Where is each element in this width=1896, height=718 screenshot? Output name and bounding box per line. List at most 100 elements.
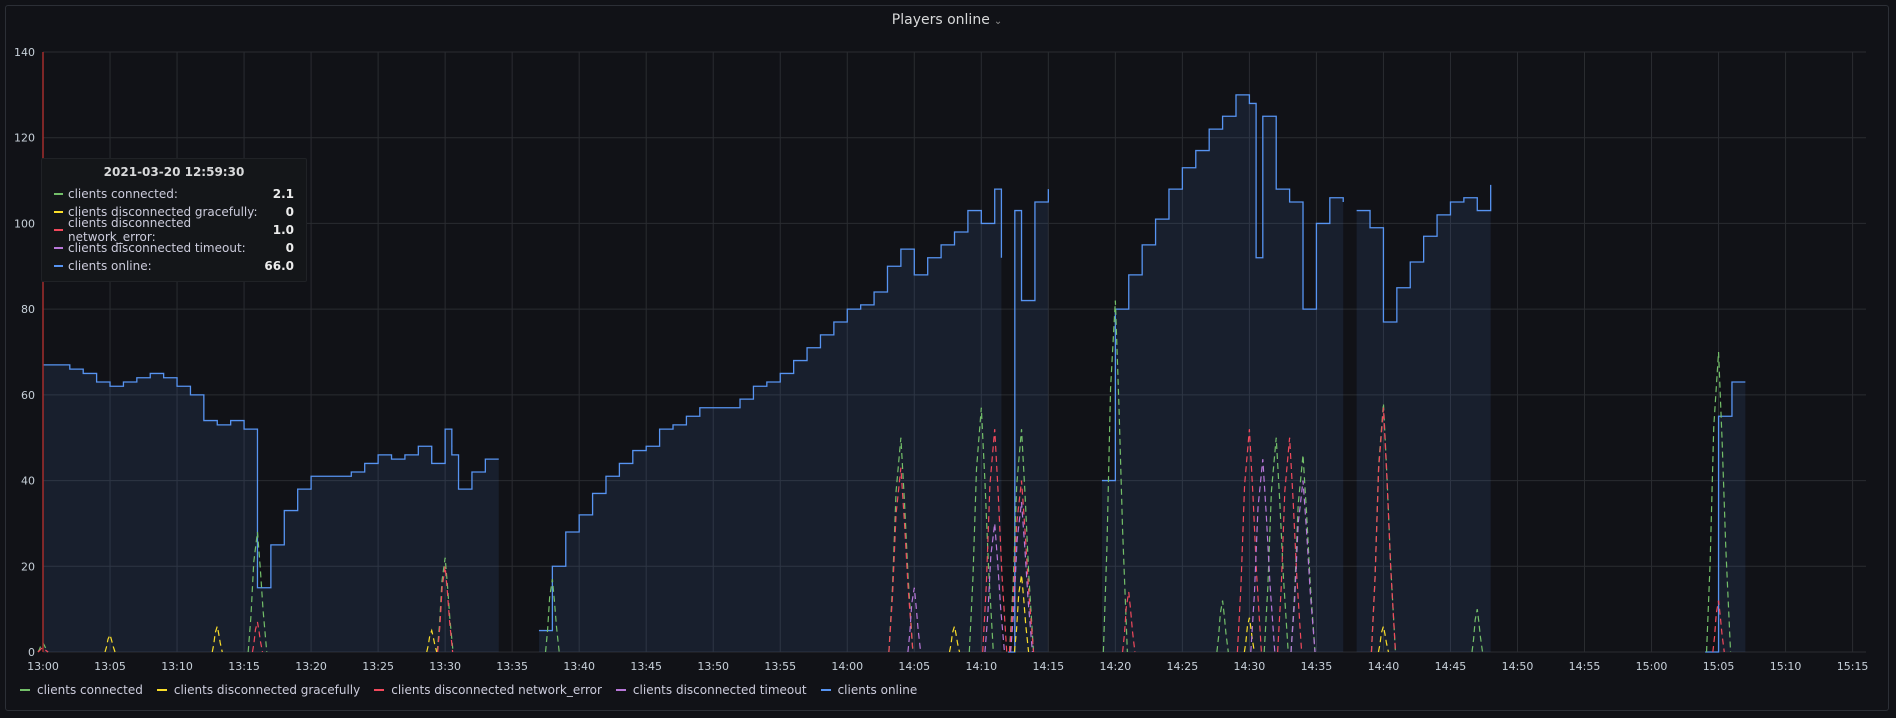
clients-online-area [538, 189, 1002, 652]
tooltip-row: clients connected: 2.1 [54, 185, 294, 203]
series-line-clients-disconnected-network_error [1008, 480, 1035, 653]
series-line-clients-disconnected-network_error [1712, 600, 1725, 653]
x-tick-label: 13:30 [429, 660, 461, 673]
chevron-down-icon[interactable]: ⌄ [993, 16, 1003, 27]
tooltip-row-value: 2.1 [272, 187, 294, 201]
y-axis-ticks: 0 20 40 60 80 100 120 140 [14, 46, 35, 659]
series-line-clients-disconnected-network_error [1236, 429, 1262, 653]
series-line-clients-disconnected-timeout [907, 587, 922, 653]
series-line-clients-disconnected-timeout [1010, 501, 1033, 653]
series-line-clients-disconnected-timeout [1290, 480, 1316, 653]
series-swatch [54, 229, 63, 231]
series-line-clients-disconnected-gracefully [1243, 617, 1255, 653]
legend-swatch [156, 689, 167, 691]
x-tick-label: 14:50 [1502, 660, 1534, 673]
legend-item[interactable]: clients disconnected timeout [615, 683, 807, 697]
series-line-clients-connected [1263, 437, 1289, 653]
series-line-clients-disconnected-network_error [437, 566, 454, 653]
tooltip-timestamp: 2021-03-20 12:59:30 [103, 165, 245, 179]
players-online-panel: Players online ⌄ [5, 5, 1889, 711]
x-tick-label: 14:20 [1100, 660, 1132, 673]
x-tick-label: 15:10 [1770, 660, 1802, 673]
legend-swatch [374, 689, 385, 691]
hover-tooltip: 2021-03-20 12:59:30 clients connected: 2.… [41, 158, 307, 282]
series-areas [43, 94, 1746, 653]
x-tick-label: 13:10 [161, 660, 193, 673]
y-tick-label: 20 [21, 560, 35, 573]
x-tick-label: 13:15 [228, 660, 260, 673]
series-line-clients-connected [1102, 300, 1128, 653]
series-swatch [54, 247, 63, 249]
tooltip-row-label: clients disconnected gracefully: [68, 205, 258, 219]
clients-online-area [1356, 184, 1491, 652]
tooltip-row: clients online: 66.0 [54, 257, 294, 275]
series-swatch [54, 193, 63, 195]
x-tick-label: 14:55 [1569, 660, 1601, 673]
clients-online-line [43, 364, 499, 589]
series-line-clients-connected [1705, 351, 1732, 653]
x-tick-label: 13:55 [764, 660, 796, 673]
x-tick-label: 13:35 [496, 660, 528, 673]
legend-item[interactable]: clients disconnected gracefully [156, 683, 360, 697]
x-tick-label: 14:45 [1435, 660, 1467, 673]
y-tick-label: 0 [28, 646, 35, 659]
tooltip-row-label: clients online: [68, 259, 152, 273]
x-tick-label: 13:20 [295, 660, 327, 673]
chart-grid [42, 51, 1866, 653]
clients-online-line [538, 188, 1003, 632]
x-tick-label: 14:10 [965, 660, 997, 673]
legend-swatch [820, 689, 831, 691]
series-line-clients-disconnected-timeout [1250, 459, 1276, 653]
tooltip-row-value: 1.0 [272, 223, 294, 237]
series-line-clients-disconnected-gracefully [426, 628, 438, 653]
y-tick-label: 60 [21, 389, 35, 402]
legend-label: clients online [837, 683, 918, 697]
series-line-clients-connected [544, 579, 560, 653]
tooltip-row-value: 66.0 [264, 259, 294, 273]
x-tick-label: 14:00 [831, 660, 863, 673]
tooltip-row-value: 0 [285, 205, 294, 219]
series-line-clients-disconnected-gracefully [1013, 574, 1030, 653]
x-tick-label: 14:15 [1032, 660, 1064, 673]
legend-label: clients disconnected network_error [391, 683, 602, 697]
series-line-clients-disconnected-network_error [1370, 407, 1397, 653]
series-line-clients-disconnected-gracefully [104, 633, 116, 653]
x-tick-label: 13:50 [697, 660, 729, 673]
x-tick-label: 14:40 [1368, 660, 1400, 673]
series-line-clients-disconnected-gracefully [948, 626, 961, 653]
series-line-clients-connected [968, 407, 994, 653]
panel-title[interactable]: Players online ⌄ [6, 12, 1888, 28]
tooltip-row-value: 0 [285, 241, 294, 255]
series-line-clients-connected [1216, 600, 1229, 653]
series-swatch [54, 265, 63, 267]
series-line-clients-disconnected-network_error [888, 467, 914, 653]
legend-label: clients connected [37, 683, 143, 697]
tooltip-rows: clients connected: 2.1 clients disconnecte… [54, 185, 294, 275]
clients-online-line [1101, 94, 1344, 482]
clients-online-line [1356, 184, 1492, 323]
tooltip-row: clients disconnected timeout: 0 [54, 239, 294, 257]
legend-item[interactable]: clients disconnected network_error [374, 683, 602, 697]
legend-item[interactable]: clients connected [20, 683, 143, 697]
series-line-clients-disconnected-timeout [984, 523, 1006, 653]
x-tick-label: 14:05 [898, 660, 930, 673]
x-tick-label: 14:30 [1234, 660, 1266, 673]
x-tick-label: 15:00 [1636, 660, 1668, 673]
x-tick-label: 13:25 [362, 660, 394, 673]
y-tick-label: 120 [14, 132, 35, 145]
legend-item[interactable]: clients online [820, 683, 918, 697]
x-tick-label: 13:45 [630, 660, 662, 673]
series-line-clients-connected [247, 531, 268, 653]
series-line-clients-disconnected-network_error [1277, 437, 1303, 653]
series-lines [37, 94, 1746, 653]
clients-online-area [43, 364, 499, 652]
x-tick-label: 15:05 [1703, 660, 1735, 673]
tooltip-row: clients disconnected network_error: 1.0 [54, 216, 294, 244]
x-tick-label: 13:00 [27, 660, 59, 673]
clients-online-area [1008, 189, 1049, 652]
y-tick-label: 80 [21, 303, 35, 316]
y-tick-label: 40 [21, 475, 35, 488]
clients-online-area [1101, 94, 1344, 653]
chart-legend: clients connected clients disconnected gr… [20, 683, 931, 697]
